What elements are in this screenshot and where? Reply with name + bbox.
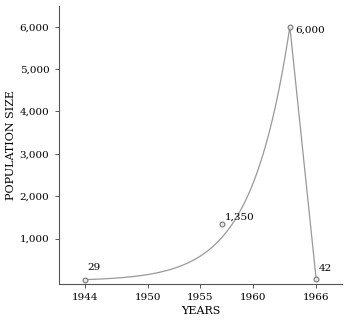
Point [219,221,224,226]
Text: 29: 29 [87,263,100,272]
Y-axis label: POPULATION SIZE: POPULATION SIZE [6,90,16,200]
Text: 1,350: 1,350 [225,213,254,222]
Text: 6,000: 6,000 [295,26,325,35]
Point [313,277,319,282]
Point [82,277,88,282]
Point [287,24,293,29]
Text: 42: 42 [318,264,332,273]
X-axis label: YEARS: YEARS [181,307,220,317]
